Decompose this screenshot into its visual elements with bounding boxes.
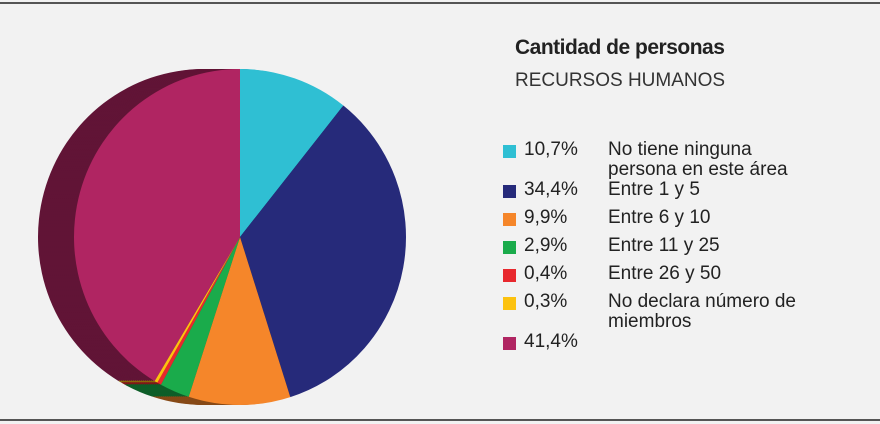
legend-swatch <box>503 185 516 198</box>
slice <box>154 237 240 383</box>
slice <box>74 69 241 382</box>
legend-item: 34,4% Entre 1 y 5 <box>503 180 873 208</box>
legend-swatch <box>503 337 516 350</box>
legend-swatch <box>503 241 516 254</box>
border <box>0 2 880 4</box>
legend-value: 34,4% <box>524 179 578 200</box>
legend-value: 0,3% <box>524 291 568 312</box>
legend-label: Entre 1 y 5 <box>608 179 700 200</box>
slice <box>157 237 240 385</box>
legend-swatch <box>503 145 516 158</box>
legend-item: 0,3% No declara número de miembros <box>503 292 873 332</box>
chart-title: Cantidad de personas <box>515 36 725 59</box>
legend-value: 0,4% <box>524 263 568 284</box>
slice <box>188 237 291 405</box>
legend-item: 10,7% No tiene ninguna persona en este ár… <box>503 140 873 180</box>
legend: 10,7% No tiene ninguna persona en este ár… <box>503 140 873 360</box>
legend-item: 2,9% Entre 11 y 25 <box>503 236 873 264</box>
legend-swatch <box>503 269 516 282</box>
legend-item: 0,4% Entre 26 y 50 <box>503 264 873 292</box>
legend-swatch <box>503 213 516 226</box>
legend-item: 9,9% Entre 6 y 10 <box>503 208 873 236</box>
pie-chart <box>37 69 406 406</box>
legend-value: 2,9% <box>524 235 568 256</box>
legend-swatch <box>503 297 516 310</box>
legend-value: 41,4% <box>524 331 578 352</box>
slice <box>240 69 344 237</box>
legend-label: No tiene ninguna persona en este área <box>608 139 788 180</box>
slice <box>160 237 240 397</box>
chart-subtitle: RECURSOS HUMANOS <box>515 70 726 91</box>
legend-item: 41,4% <box>503 332 873 360</box>
legend-label: Entre 26 y 50 <box>608 263 722 284</box>
legend-value: 10,7% <box>524 139 578 160</box>
legend-label: No declara número de miembros <box>608 291 796 332</box>
legend-value: 9,9% <box>524 207 568 228</box>
slice <box>240 105 406 398</box>
legend-label: Entre 11 y 25 <box>608 235 720 256</box>
border <box>0 419 880 421</box>
legend-label: Entre 6 y 10 <box>608 207 711 228</box>
